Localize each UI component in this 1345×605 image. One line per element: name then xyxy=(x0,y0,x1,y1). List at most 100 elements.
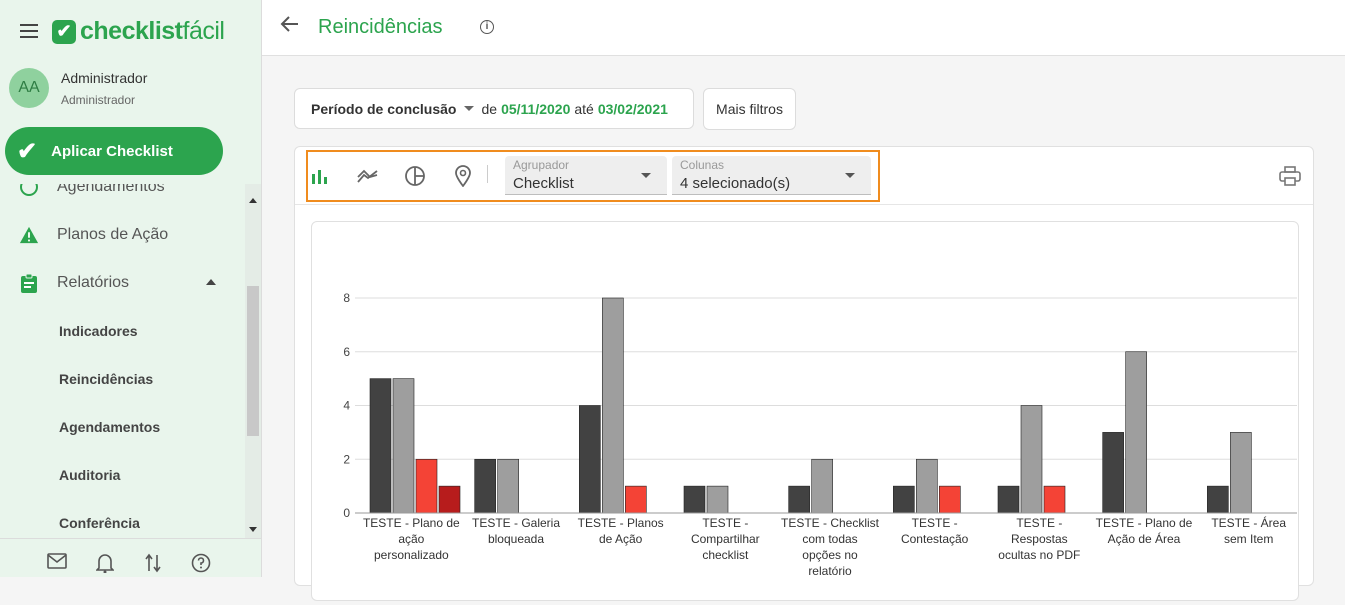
x-tick-label: checklist xyxy=(702,548,749,562)
help-icon[interactable] xyxy=(191,553,211,578)
bar xyxy=(625,485,647,514)
period-label: Período de conclusão xyxy=(311,100,457,117)
back-arrow-icon[interactable] xyxy=(280,14,300,40)
chart-panel: Agrupador Checklist Colunas 4 selecionad… xyxy=(294,146,1314,601)
bar xyxy=(683,485,706,514)
hamburger-menu-icon[interactable] xyxy=(20,24,38,38)
sidebar-item-planos-de-acao[interactable]: Planos de Ação xyxy=(0,211,245,259)
x-tick-label: TESTE - Plano de xyxy=(1096,516,1193,530)
columns-label: Colunas xyxy=(680,158,725,172)
x-tick-label: TESTE - xyxy=(912,516,958,530)
chevron-down-icon xyxy=(641,173,651,178)
apply-checklist-button[interactable]: ✔ Aplicar Checklist xyxy=(5,127,223,175)
bar xyxy=(1043,485,1066,514)
x-tick-label: TESTE - xyxy=(1016,516,1062,530)
chart-card: 0 2 4 6 8 TESTE - Plano de ação personalizado TE… xyxy=(311,221,1299,601)
dropdown-caret-icon[interactable] xyxy=(464,106,475,111)
y-tick-label: 0 xyxy=(343,506,350,520)
scroll-up-icon[interactable] xyxy=(249,198,257,203)
x-tick-label: ocultas no PDF xyxy=(998,548,1080,562)
logo-text-thin: fácil xyxy=(182,17,225,45)
x-tick-label: TESTE - Planos xyxy=(578,516,664,530)
sidebar: ✔ checklistfácil AA Administrador Admini… xyxy=(0,0,262,577)
x-tick-label: TESTE - Plano de xyxy=(363,516,460,530)
scroll-down-icon[interactable] xyxy=(249,527,257,532)
app-logo[interactable]: ✔ checklistfácil xyxy=(52,17,225,46)
chevron-down-icon xyxy=(845,173,855,178)
x-tick-label: sem Item xyxy=(1224,532,1273,546)
bar xyxy=(579,405,601,514)
grouping-label: Agrupador xyxy=(513,158,570,172)
scroll-thumb[interactable] xyxy=(247,286,259,436)
bar xyxy=(706,485,729,514)
print-icon[interactable] xyxy=(1279,166,1301,191)
user-profile[interactable]: AA Administrador Administrador xyxy=(9,68,147,108)
columns-select[interactable]: Colunas 4 selecionado(s) xyxy=(672,156,871,195)
sidebar-subitem-indicadores[interactable]: Indicadores xyxy=(59,323,138,339)
logo-text: checklistfácil xyxy=(80,17,225,46)
sync-icon[interactable] xyxy=(145,553,161,578)
period-filter[interactable]: Período de conclusão de 05/11/2020 até 0… xyxy=(294,88,694,129)
warning-icon xyxy=(19,225,39,245)
sidebar-subitem-agendamentos[interactable]: Agendamentos xyxy=(59,419,161,435)
x-tick-label: personalizado xyxy=(374,548,449,562)
x-tick-label: Ação de Área xyxy=(1108,531,1181,546)
more-filters-button[interactable]: Mais filtros xyxy=(703,88,796,130)
bar xyxy=(1230,432,1252,514)
x-tick-label: TESTE - Galeria xyxy=(472,516,560,530)
clipboard-icon xyxy=(19,273,39,293)
bar xyxy=(916,458,938,514)
check-icon: ✔ xyxy=(17,137,38,165)
bell-icon[interactable] xyxy=(95,553,115,578)
sidebar-scrollbar[interactable] xyxy=(245,184,261,538)
sidebar-header: ✔ checklistfácil xyxy=(0,0,262,60)
sidebar-subitem-reincidencias[interactable]: Reincidências xyxy=(59,371,154,387)
chevron-up-icon[interactable] xyxy=(206,279,216,285)
start-date[interactable]: 05/11/2020 xyxy=(501,100,571,117)
info-icon[interactable]: i xyxy=(480,20,494,34)
mail-icon[interactable] xyxy=(47,553,67,574)
bar-chart-icon[interactable] xyxy=(308,164,332,188)
user-name: Administrador xyxy=(61,70,148,86)
y-tick-label: 6 xyxy=(343,345,350,359)
sidebar-bottom-bar xyxy=(0,538,262,577)
bar xyxy=(893,485,915,514)
columns-value: 4 selecionado(s) xyxy=(680,175,791,192)
sidebar-subitem-auditoria[interactable]: Auditoria xyxy=(59,467,121,483)
bar xyxy=(997,485,1020,514)
x-tick-label: Compartilhar xyxy=(691,532,760,546)
period-ate-text: até xyxy=(574,100,594,117)
sidebar-item-agendamentos[interactable]: Agendamentos xyxy=(0,184,245,211)
page-title: Reincidências xyxy=(318,16,443,38)
grouping-value: Checklist xyxy=(513,175,574,192)
sidebar-item-label: Relatórios xyxy=(57,274,130,291)
user-info: Administrador Administrador xyxy=(61,70,147,108)
sidebar-menu: Agendamentos Planos de Ação Relatórios I… xyxy=(0,184,245,538)
line-chart-icon[interactable] xyxy=(356,164,380,188)
period-de-text: de xyxy=(481,100,498,117)
x-tick-label: Respostas xyxy=(1011,532,1068,546)
user-role: Administrador xyxy=(61,93,136,107)
end-date[interactable]: 03/02/2021 xyxy=(597,100,668,117)
grouping-select[interactable]: Agrupador Checklist xyxy=(505,156,667,195)
x-tick-label: TESTE - Checklist xyxy=(781,516,880,530)
bar xyxy=(939,485,961,514)
pie-chart-icon[interactable] xyxy=(403,164,427,188)
bar xyxy=(1020,405,1043,514)
toolbar-separator xyxy=(487,165,488,183)
avatar: AA xyxy=(9,68,49,108)
y-tick-label: 4 xyxy=(343,399,350,413)
bar xyxy=(392,378,415,514)
apply-checklist-label: Aplicar Checklist xyxy=(51,142,173,160)
x-tick-label: relatório xyxy=(808,564,852,578)
bar xyxy=(1102,432,1124,514)
map-pin-icon[interactable] xyxy=(451,164,475,188)
sidebar-subitem-conferencia[interactable]: Conferência xyxy=(59,515,140,531)
x-tick-label: TESTE - xyxy=(702,516,748,530)
logo-text-bold: checklist xyxy=(80,17,183,45)
bar xyxy=(474,458,496,514)
bar xyxy=(497,458,519,514)
toolbar-divider xyxy=(295,204,1313,205)
sidebar-item-relatorios[interactable]: Relatórios xyxy=(0,259,245,307)
x-tick-label: opções no xyxy=(802,548,858,562)
